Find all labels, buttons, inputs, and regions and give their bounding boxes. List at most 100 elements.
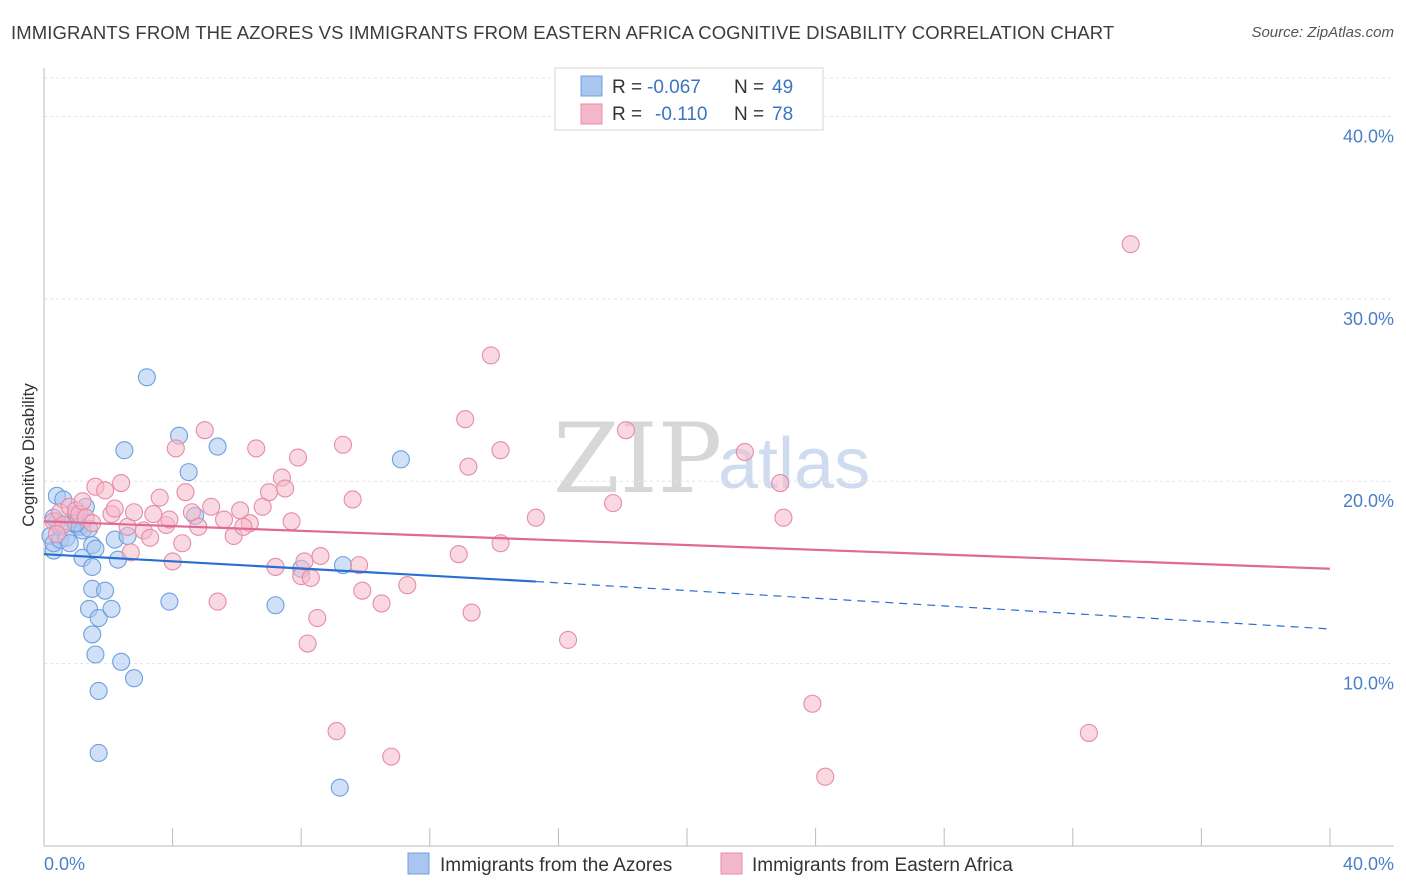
eastern-africa-point bbox=[166, 439, 185, 458]
watermark-atlas: atlas bbox=[718, 424, 870, 504]
azores-point bbox=[89, 743, 108, 763]
eastern-africa-point bbox=[343, 490, 362, 509]
azores-point bbox=[83, 625, 102, 644]
eastern-africa-point bbox=[481, 346, 500, 365]
legend-n-value-1: 49 bbox=[772, 77, 793, 98]
eastern-africa-point bbox=[73, 492, 92, 511]
eastern-africa-point bbox=[462, 603, 481, 622]
eastern-africa-point bbox=[282, 512, 301, 531]
azores-point bbox=[115, 441, 134, 460]
azores-point bbox=[391, 450, 410, 469]
eastern-africa-point bbox=[202, 497, 221, 516]
y-tick-labels: 10.0% 20.0% 30.0% 40.0% bbox=[1343, 126, 1394, 693]
eastern-africa-point bbox=[141, 528, 160, 547]
grid-lines bbox=[44, 77, 1394, 665]
azores-point bbox=[124, 669, 144, 688]
azores-point bbox=[89, 608, 108, 628]
eastern-africa-point bbox=[774, 508, 793, 527]
azores-point bbox=[102, 599, 121, 618]
legend-r-value-1: -0.067 bbox=[647, 77, 701, 98]
eastern-africa-point bbox=[459, 457, 478, 476]
eastern-africa-point bbox=[234, 517, 253, 536]
azores-point bbox=[60, 534, 79, 553]
eastern-africa-point bbox=[195, 421, 214, 440]
legend-r-label-2: R = bbox=[612, 104, 642, 125]
watermark-zip: ZIP bbox=[553, 403, 722, 515]
eastern-africa-point bbox=[449, 545, 468, 564]
eastern-africa-point bbox=[456, 410, 475, 429]
trend-lines bbox=[43, 520, 1331, 630]
correlation-legend: R = -0.067 N = 49 R = -0.110 N = 78 bbox=[554, 67, 824, 131]
eastern-africa-point bbox=[144, 505, 163, 524]
legend-n-label-1: N = bbox=[734, 77, 764, 98]
legend-swatch-pink bbox=[580, 103, 603, 125]
eastern-africa-point bbox=[308, 608, 327, 628]
azores-point bbox=[83, 557, 102, 577]
azores-trend-line bbox=[43, 553, 536, 583]
eastern-africa-point bbox=[276, 479, 295, 498]
azores-point bbox=[89, 681, 108, 701]
legend-r-label-1: R = bbox=[612, 77, 642, 98]
eastern-africa-point bbox=[47, 525, 66, 544]
azores-point bbox=[160, 592, 179, 611]
eastern-africa-point bbox=[214, 510, 234, 529]
y-tick-label: 10.0% bbox=[1343, 674, 1394, 694]
data-points bbox=[41, 235, 1140, 797]
eastern-africa-point bbox=[176, 483, 195, 502]
eastern-africa-point bbox=[398, 576, 417, 595]
eastern-africa-point bbox=[616, 421, 635, 440]
eastern-africa-point bbox=[121, 543, 140, 562]
eastern-africa-point bbox=[96, 481, 115, 500]
y-tick-label: 20.0% bbox=[1343, 491, 1394, 511]
eastern-africa-point bbox=[295, 552, 314, 571]
eastern-africa-point bbox=[327, 722, 346, 741]
azores-trend-line-extension bbox=[535, 580, 1331, 630]
legend-n-value-2: 78 bbox=[772, 104, 793, 125]
eastern-africa-point bbox=[382, 747, 401, 766]
eastern-africa-point bbox=[247, 439, 266, 458]
eastern-africa-point bbox=[173, 534, 192, 553]
x-tick-label-max: 40.0% bbox=[1343, 854, 1394, 874]
azores-point bbox=[330, 778, 349, 797]
y-axis-label: Cognitive Disability bbox=[19, 383, 38, 527]
x-tick-label-min: 0.0% bbox=[44, 854, 85, 874]
y-tick-label: 40.0% bbox=[1343, 126, 1394, 146]
eastern-africa-point bbox=[333, 435, 353, 454]
eastern-africa-point bbox=[491, 441, 510, 460]
eastern-africa-point bbox=[803, 694, 822, 713]
azores-point bbox=[179, 463, 198, 482]
legend-n-label-2: N = bbox=[734, 104, 764, 125]
eastern-africa-point bbox=[526, 508, 545, 527]
eastern-africa-point bbox=[288, 448, 308, 467]
bottom-legend-label-eastern-africa: Immigrants from Eastern Africa bbox=[752, 855, 1013, 876]
azores-point bbox=[96, 581, 115, 600]
bottom-legend-swatch-blue bbox=[407, 852, 430, 875]
eastern-africa-point bbox=[816, 767, 835, 786]
azores-point bbox=[208, 437, 227, 456]
chart-title: IMMIGRANTS FROM THE AZORES VS IMMIGRANTS… bbox=[11, 22, 1115, 43]
series-legend: Immigrants from the Azores Immigrants fr… bbox=[407, 852, 1013, 876]
eastern-africa-point bbox=[160, 510, 179, 529]
x-ticks bbox=[43, 828, 1331, 846]
eastern-africa-point bbox=[208, 592, 227, 611]
y-tick-label: 30.0% bbox=[1343, 309, 1394, 329]
bottom-legend-label-azores: Immigrants from the Azores bbox=[440, 855, 672, 876]
legend-swatch-blue bbox=[580, 75, 603, 97]
azores-point bbox=[112, 652, 131, 671]
eastern-africa-point bbox=[604, 494, 623, 513]
eastern-africa-point bbox=[353, 581, 372, 600]
eastern-africa-trend-line bbox=[43, 520, 1331, 570]
eastern-africa-point bbox=[735, 443, 754, 462]
legend-r-value-2: -0.110 bbox=[655, 104, 707, 125]
watermark: ZIP atlas bbox=[553, 403, 870, 515]
eastern-africa-point bbox=[259, 483, 279, 502]
eastern-africa-point bbox=[298, 634, 317, 653]
eastern-africa-point bbox=[1121, 235, 1140, 254]
eastern-africa-point bbox=[301, 568, 320, 587]
eastern-africa-point bbox=[1079, 723, 1098, 742]
azores-point bbox=[86, 539, 105, 558]
chart-source: Source: ZipAtlas.com bbox=[1251, 24, 1394, 41]
eastern-africa-point bbox=[350, 556, 369, 575]
eastern-africa-point bbox=[124, 503, 144, 522]
